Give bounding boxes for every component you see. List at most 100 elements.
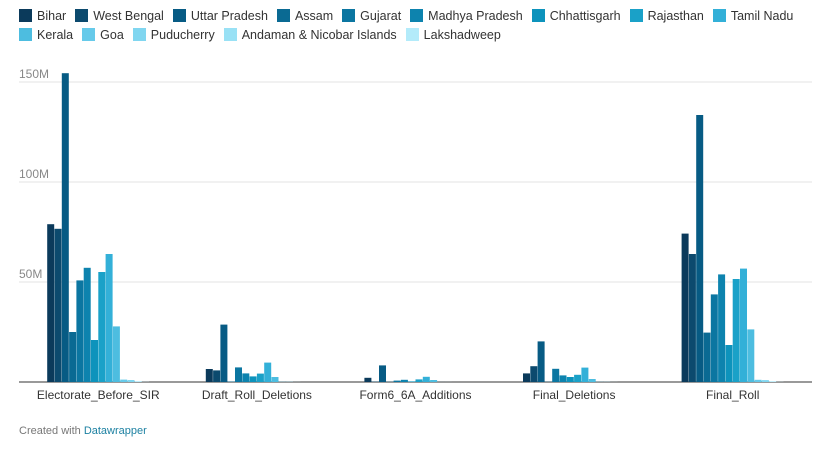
legend-item: Puducherry bbox=[132, 27, 215, 42]
legend-swatch bbox=[223, 28, 237, 41]
datawrapper-link[interactable]: Datawrapper bbox=[83, 425, 147, 437]
legend-item: Goa bbox=[82, 27, 124, 42]
legend-swatch bbox=[19, 28, 32, 41]
bar[interactable] bbox=[422, 376, 430, 382]
legend-item: Rajasthan bbox=[629, 8, 704, 23]
legend-swatch bbox=[531, 9, 545, 22]
legend-item: Bihar bbox=[19, 8, 66, 23]
legend-swatch bbox=[82, 28, 96, 41]
bar[interactable] bbox=[537, 341, 545, 382]
bar[interactable] bbox=[379, 365, 386, 382]
bar[interactable] bbox=[688, 254, 696, 382]
bar[interactable] bbox=[725, 345, 733, 382]
y-tick-label: 150M bbox=[19, 67, 49, 81]
legend-item: West Bengal bbox=[75, 8, 164, 23]
bar[interactable] bbox=[574, 374, 582, 382]
legend-label: West Bengal bbox=[93, 8, 164, 23]
bar[interactable] bbox=[213, 370, 221, 382]
legend-item: Chhattisgarh bbox=[531, 8, 621, 23]
footer-prefix: Created with bbox=[19, 425, 84, 437]
footer: Created with Datawrapper bbox=[19, 425, 147, 437]
legend-swatch bbox=[342, 9, 356, 22]
bar[interactable] bbox=[76, 280, 84, 382]
bar[interactable] bbox=[415, 379, 423, 382]
bar[interactable] bbox=[559, 375, 567, 382]
legend-label: Goa bbox=[100, 27, 124, 42]
legend-label: Tamil Nadu bbox=[730, 8, 794, 23]
legend: Bihar West Bengal Uttar Pradesh Assam Gujara… bbox=[19, 8, 829, 42]
bar[interactable] bbox=[581, 367, 589, 382]
legend-item: Madhya Pradesh bbox=[410, 8, 523, 23]
legend-label: Puducherry bbox=[150, 27, 215, 42]
legend-item: Lakshadweep bbox=[405, 27, 501, 42]
legend-item: Tamil Nadu bbox=[712, 8, 794, 23]
legend-swatch bbox=[629, 9, 643, 22]
bar[interactable] bbox=[220, 324, 228, 382]
bar[interactable] bbox=[703, 332, 711, 382]
bar[interactable] bbox=[47, 224, 55, 382]
bar[interactable] bbox=[264, 362, 272, 382]
bar[interactable] bbox=[134, 381, 142, 382]
legend-swatch bbox=[410, 9, 424, 22]
bar[interactable] bbox=[127, 380, 135, 382]
bar[interactable] bbox=[747, 329, 755, 382]
bar[interactable] bbox=[120, 379, 128, 382]
legend-item: Andaman & Nicobar Islands bbox=[223, 27, 397, 42]
bar[interactable] bbox=[69, 332, 77, 382]
legend-item: Uttar Pradesh bbox=[172, 8, 268, 23]
bar[interactable] bbox=[681, 233, 689, 382]
bar[interactable] bbox=[430, 380, 438, 382]
bar[interactable] bbox=[761, 380, 769, 382]
bar[interactable] bbox=[235, 367, 242, 382]
bar[interactable] bbox=[696, 115, 704, 382]
bar[interactable] bbox=[249, 376, 257, 382]
bar[interactable] bbox=[61, 73, 69, 382]
legend-label: Rajasthan bbox=[647, 8, 704, 23]
bar[interactable] bbox=[98, 272, 106, 382]
y-tick-label: 100M bbox=[19, 167, 49, 181]
bar[interactable] bbox=[242, 373, 250, 382]
bar[interactable] bbox=[566, 377, 574, 382]
bar[interactable] bbox=[54, 228, 62, 382]
x-category-label: Electorate_Before_SIR bbox=[37, 388, 160, 402]
legend-label: Lakshadweep bbox=[423, 27, 501, 42]
bar[interactable] bbox=[400, 379, 408, 382]
bar[interactable] bbox=[91, 340, 98, 382]
bar[interactable] bbox=[710, 294, 718, 382]
bar[interactable] bbox=[754, 379, 762, 382]
bar[interactable] bbox=[732, 279, 740, 382]
bar[interactable] bbox=[588, 379, 596, 382]
bar[interactable] bbox=[83, 267, 91, 382]
legend-label: Gujarat bbox=[360, 8, 402, 23]
x-category-label: Final_Deletions bbox=[533, 388, 616, 402]
bar[interactable] bbox=[740, 268, 747, 382]
plot-area: 50M 100M 150M Electorate_Before_SIR Draft_Ro… bbox=[19, 67, 812, 402]
bar[interactable] bbox=[769, 381, 777, 382]
legend-label: Madhya Pradesh bbox=[428, 8, 523, 23]
legend-label: Andaman & Nicobar Islands bbox=[241, 27, 397, 42]
legend-swatch bbox=[405, 28, 419, 41]
legend-label: Bihar bbox=[37, 8, 67, 23]
bar[interactable] bbox=[112, 326, 120, 382]
legend-label: Kerala bbox=[37, 27, 74, 42]
legend-item: Kerala bbox=[19, 27, 73, 42]
bar[interactable] bbox=[523, 373, 530, 382]
bar[interactable] bbox=[393, 380, 401, 382]
bar[interactable] bbox=[205, 369, 213, 382]
bar[interactable] bbox=[552, 368, 560, 382]
bar[interactable] bbox=[718, 274, 726, 382]
legend-item: Assam bbox=[276, 8, 333, 23]
bar[interactable] bbox=[408, 381, 416, 382]
legend-swatch bbox=[75, 9, 89, 22]
bar[interactable] bbox=[256, 373, 264, 382]
legend-item: Gujarat bbox=[342, 8, 401, 23]
x-category-label: Draft_Roll_Deletions bbox=[202, 388, 312, 402]
bar[interactable] bbox=[530, 366, 538, 382]
bar[interactable] bbox=[271, 377, 279, 382]
legend-label: Chhattisgarh bbox=[549, 8, 621, 23]
bar[interactable] bbox=[105, 254, 113, 382]
x-category-label: Final_Roll bbox=[706, 388, 759, 402]
bar[interactable] bbox=[364, 377, 372, 382]
legend-swatch bbox=[132, 28, 146, 41]
